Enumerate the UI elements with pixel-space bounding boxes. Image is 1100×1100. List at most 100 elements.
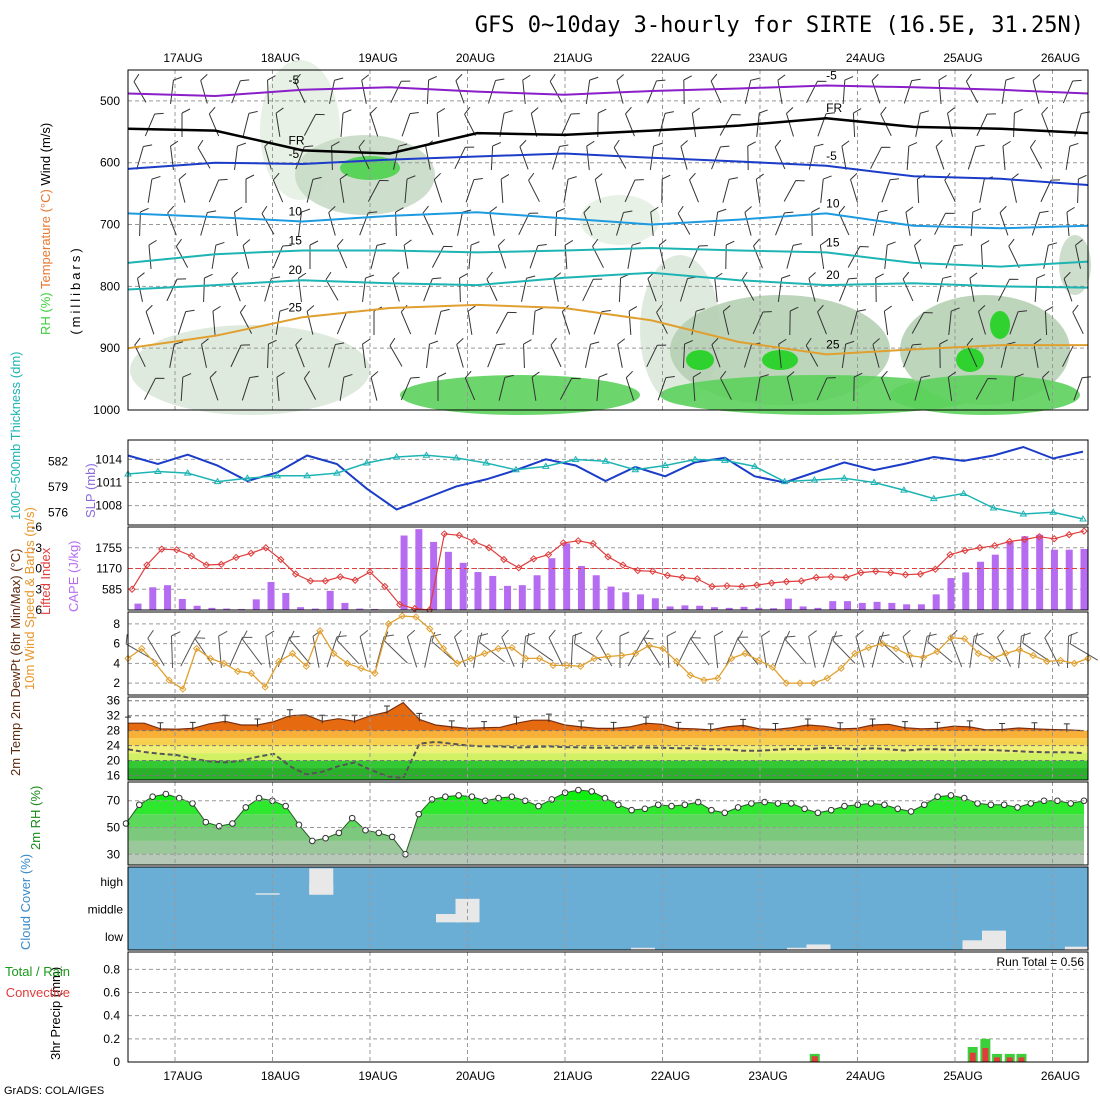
- wind-speed-marker: [796, 679, 804, 687]
- lifted-index-marker: [678, 573, 687, 582]
- wind-barb: [884, 241, 896, 269]
- lifted-index-marker: [1050, 535, 1058, 543]
- cape-tick-label: 585: [102, 582, 122, 596]
- wind-barb: [905, 206, 914, 236]
- wind-barb: [500, 174, 510, 204]
- rh-marker: [681, 801, 689, 809]
- wind-barb: [145, 304, 155, 335]
- wind-barb: [434, 308, 450, 335]
- wind-ylabel: 10m Wind Speed & Barbs (m/s): [22, 507, 37, 690]
- rh-marker: [694, 798, 702, 806]
- wind-barb: [181, 108, 191, 137]
- run-total-label: Run Total = 0.56: [996, 955, 1084, 969]
- wind-barb: [1075, 239, 1083, 269]
- wind-barb: [1009, 310, 1028, 335]
- wind-speed-marker: [275, 657, 283, 666]
- lifted-index-marker: [351, 576, 359, 584]
- precip-tick-label: 0.8: [103, 962, 120, 976]
- cloud-bar-low: [631, 947, 655, 950]
- minmax-bar: [869, 718, 876, 728]
- lifted-index-marker: [857, 568, 865, 577]
- wind-speed-marker: [412, 613, 420, 621]
- rh-marker: [442, 793, 449, 801]
- wind-barb: [424, 633, 442, 668]
- pressure-tick-label: 900: [100, 341, 120, 355]
- chart-title: GFS 0~10day 3-hourly for SIRTE (16.5E, 3…: [475, 13, 1084, 38]
- cloud-bar-low: [787, 947, 811, 950]
- wind-barb: [531, 371, 540, 401]
- cape-bar: [844, 601, 851, 610]
- wind-barb: [998, 278, 1019, 301]
- date-tick-label: 26AUG: [1041, 51, 1080, 65]
- date-tick-label: 22AUG: [651, 1069, 690, 1083]
- precip-total-legend: Total / Rain: [5, 964, 70, 979]
- wind-barb: [741, 271, 755, 301]
- wind-barb: [147, 629, 165, 666]
- contour-label: 20: [826, 268, 840, 282]
- cloud-level-label: high: [100, 875, 123, 889]
- panel-frame: [127, 781, 1089, 866]
- wind-barb: [1029, 139, 1043, 169]
- wind-barb: [595, 629, 613, 667]
- lifted-index-marker: [827, 573, 835, 581]
- rh-marker: [601, 794, 609, 802]
- cape-bar: [134, 603, 142, 610]
- lifted-index-marker: [723, 582, 731, 590]
- rh-marker: [175, 794, 183, 802]
- wind-barb: [906, 142, 918, 171]
- wind-barb: [1042, 370, 1050, 401]
- temperature-area: [128, 702, 1083, 731]
- lifted-index-marker: [559, 539, 568, 547]
- cloud-bar-low: [962, 940, 987, 950]
- wind-barb: [935, 139, 945, 170]
- cape-ylabel: CAPE (J/kg): [66, 540, 81, 612]
- cloud-bar-high: [255, 893, 280, 895]
- wind-barb: [403, 239, 412, 269]
- wind-barb: [903, 78, 921, 104]
- wind-speed-marker: [426, 625, 434, 633]
- thickness-marker: [452, 453, 461, 461]
- rh-band: [128, 840, 1084, 855]
- rh-marker: [255, 794, 263, 802]
- cape-bar: [637, 594, 645, 610]
- thickness-marker: [929, 494, 938, 502]
- lifted-index-marker: [544, 550, 553, 559]
- wind-barb: [976, 113, 997, 137]
- rh-marker: [308, 837, 316, 845]
- slp-ylabel: SLP (mb): [83, 463, 98, 518]
- wind-speed-marker: [302, 662, 310, 671]
- lifted-index-marker: [574, 537, 582, 545]
- wind-barb: [241, 375, 259, 401]
- precip-panel: 0.8 0.6 0.4 0.2 0 Run Total = 0.56 3hr Precip …: [5, 951, 1089, 1069]
- lifted-index-marker: [158, 545, 166, 553]
- cape-bar: [178, 599, 186, 610]
- wind-barb: [497, 238, 507, 269]
- wind-barb: [329, 77, 344, 104]
- wind-barb: [148, 239, 157, 269]
- lifted-index-marker: [232, 553, 240, 562]
- thickness-slp-panel: 1014 1011 1008 582 579 576 1000~500mb Thicknes…: [8, 352, 1089, 526]
- temperature-contour: [127, 84, 1089, 98]
- wind-barb: [628, 306, 638, 336]
- wind-speed-marker: [919, 653, 928, 662]
- temperature-contour: [127, 271, 1089, 291]
- cape-bar: [1080, 548, 1088, 610]
- minmax-bar: [383, 705, 390, 714]
- wind-speed-marker: [1056, 656, 1065, 665]
- date-tick-label: 19AUG: [358, 1069, 397, 1083]
- li-tick-label: 3: [35, 582, 42, 596]
- wind-speed-marker: [576, 662, 585, 671]
- thickness-tick-label: 576: [48, 505, 68, 519]
- wind-barb: [811, 207, 820, 237]
- wind-barb: [978, 304, 986, 335]
- panel-frame: [127, 696, 1089, 781]
- rh-marker: [535, 802, 542, 810]
- contour-label: -5: [289, 147, 300, 161]
- wind-barb: [657, 375, 675, 401]
- slp-tick-label: 1011: [96, 476, 122, 490]
- wind-speed-marker: [206, 654, 214, 663]
- wind-barb: [455, 73, 465, 104]
- cape-bar: [799, 606, 807, 610]
